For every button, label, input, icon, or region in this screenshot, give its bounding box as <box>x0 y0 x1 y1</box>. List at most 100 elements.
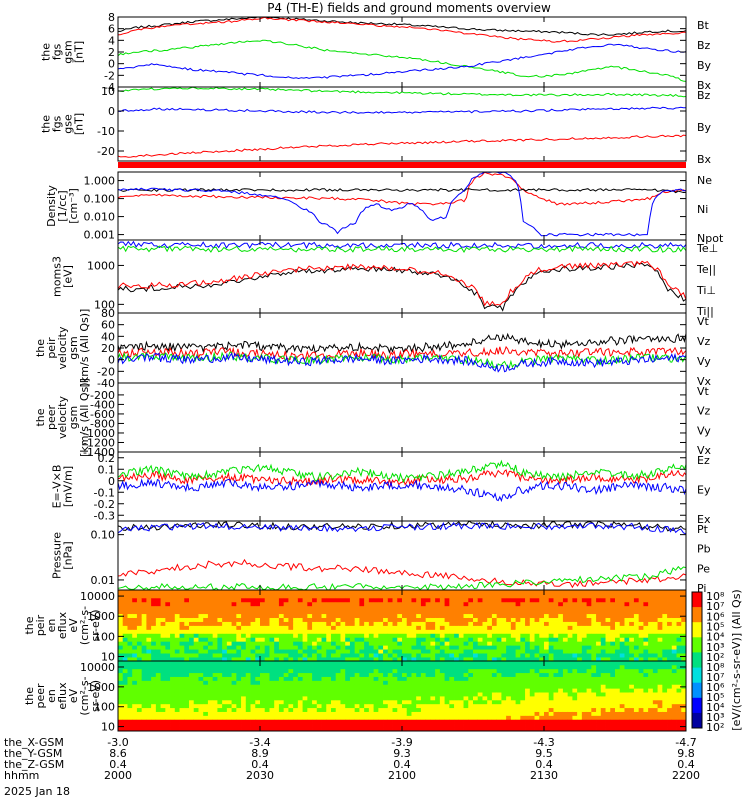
heatmap-cell <box>203 637 209 642</box>
heatmap-cell <box>397 707 403 712</box>
heatmap-cell <box>671 657 677 662</box>
heatmap-cell <box>288 621 294 626</box>
heatmap-cell <box>633 621 640 626</box>
heatmap-cell <box>151 680 157 685</box>
heatmap-cell <box>562 661 569 666</box>
heatmap-cell <box>170 723 176 728</box>
heatmap-cell <box>397 621 403 626</box>
heatmap-cell <box>255 641 261 646</box>
heatmap-cell <box>454 629 460 634</box>
heatmap-cell <box>269 680 275 685</box>
heatmap-cell <box>425 649 431 654</box>
heatmap-cell <box>515 707 521 712</box>
heatmap-cell <box>600 707 606 712</box>
heatmap-cell <box>132 645 138 650</box>
heatmap-cell <box>473 711 479 716</box>
heatmap-cell <box>316 723 322 728</box>
heatmap-cell <box>515 684 521 689</box>
heatmap-cell <box>335 645 341 650</box>
heatmap-cell <box>600 684 606 689</box>
heatmap-cell <box>217 699 223 705</box>
heatmap-cell <box>278 684 285 689</box>
heatmap-cell <box>151 617 157 622</box>
heatmap-cell <box>529 699 535 705</box>
heatmap-cell <box>506 641 512 646</box>
heatmap-cell <box>676 625 682 630</box>
heatmap-cell <box>198 593 204 599</box>
heatmap-cell <box>387 613 393 619</box>
heatmap-cell <box>430 711 436 716</box>
heatmap-cell <box>146 696 152 701</box>
heatmap-cell <box>387 692 393 697</box>
heatmap-cell <box>141 664 147 670</box>
heatmap-cell <box>278 613 285 619</box>
heatmap-cell <box>274 696 280 701</box>
heatmap-cell <box>411 609 417 615</box>
heatmap-cell <box>539 668 545 674</box>
heatmap-cell <box>463 703 469 709</box>
heatmap-cell <box>241 597 247 603</box>
heatmap-cell <box>435 653 441 658</box>
heatmap-cell <box>203 680 209 685</box>
heatmap-cell <box>487 653 493 658</box>
heatmap-cell <box>520 719 526 724</box>
heatmap-cell <box>449 672 455 677</box>
heatmap-cell <box>392 637 398 642</box>
heatmap-cell <box>491 617 498 622</box>
heatmap-cell <box>525 688 531 693</box>
heatmap-cell <box>534 609 540 615</box>
heatmap-cell <box>449 621 455 626</box>
heatmap-cell <box>335 684 341 689</box>
heatmap-cell <box>667 649 673 654</box>
heatmap-cell <box>222 605 228 611</box>
y-axis-label-line: gsm <box>67 406 80 429</box>
heatmap-cell <box>529 593 535 599</box>
heatmap-cell <box>335 629 341 634</box>
heatmap-cell <box>444 711 450 716</box>
heatmap-cell <box>539 645 545 650</box>
heatmap-cell <box>141 609 147 615</box>
heatmap-cell <box>676 692 682 697</box>
heatmap-cell <box>496 715 502 720</box>
heatmap-cell <box>283 645 289 650</box>
heatmap-cell <box>439 661 445 666</box>
heatmap-cell <box>525 664 531 670</box>
heatmap-cell <box>307 719 313 724</box>
heatmap-cell <box>676 645 682 650</box>
heatmap-cell <box>293 676 299 681</box>
heatmap-cell <box>354 590 360 595</box>
heatmap-cell <box>458 723 464 728</box>
heatmap-cell <box>179 629 185 634</box>
heatmap-cell <box>269 661 275 666</box>
heatmap-cell <box>416 641 422 646</box>
heatmap-cell <box>222 625 228 630</box>
heatmap-cell <box>321 625 327 630</box>
heatmap-cell <box>274 625 280 630</box>
heatmap-cell <box>667 668 673 674</box>
heatmap-cell <box>160 590 166 595</box>
heatmap-cell <box>425 653 431 658</box>
heatmap-cell <box>354 672 360 677</box>
heatmap-cell <box>539 621 545 626</box>
heatmap-cell <box>544 633 550 638</box>
heatmap-cell <box>193 593 199 599</box>
heatmap-cell <box>326 633 332 638</box>
heatmap-cell <box>454 684 460 689</box>
heatmap-cell <box>179 664 185 670</box>
heatmap-cell <box>463 707 469 712</box>
heatmap-cell <box>321 593 327 599</box>
heatmap-cell <box>482 625 488 630</box>
heatmap-cell <box>174 680 180 685</box>
heatmap-cell <box>207 668 214 674</box>
heatmap-cell <box>118 680 124 685</box>
heatmap-cell <box>681 668 687 674</box>
colorbar-swatch <box>692 592 702 608</box>
heatmap-cell <box>373 609 379 615</box>
heatmap-cell <box>629 719 635 724</box>
heatmap-cell <box>430 621 436 626</box>
heatmap-cell <box>402 707 408 712</box>
heatmap-cell <box>127 719 133 724</box>
heatmap-cell <box>160 617 166 622</box>
y-tick-label: 0.001 <box>84 229 116 242</box>
heatmap-cell <box>544 617 550 622</box>
